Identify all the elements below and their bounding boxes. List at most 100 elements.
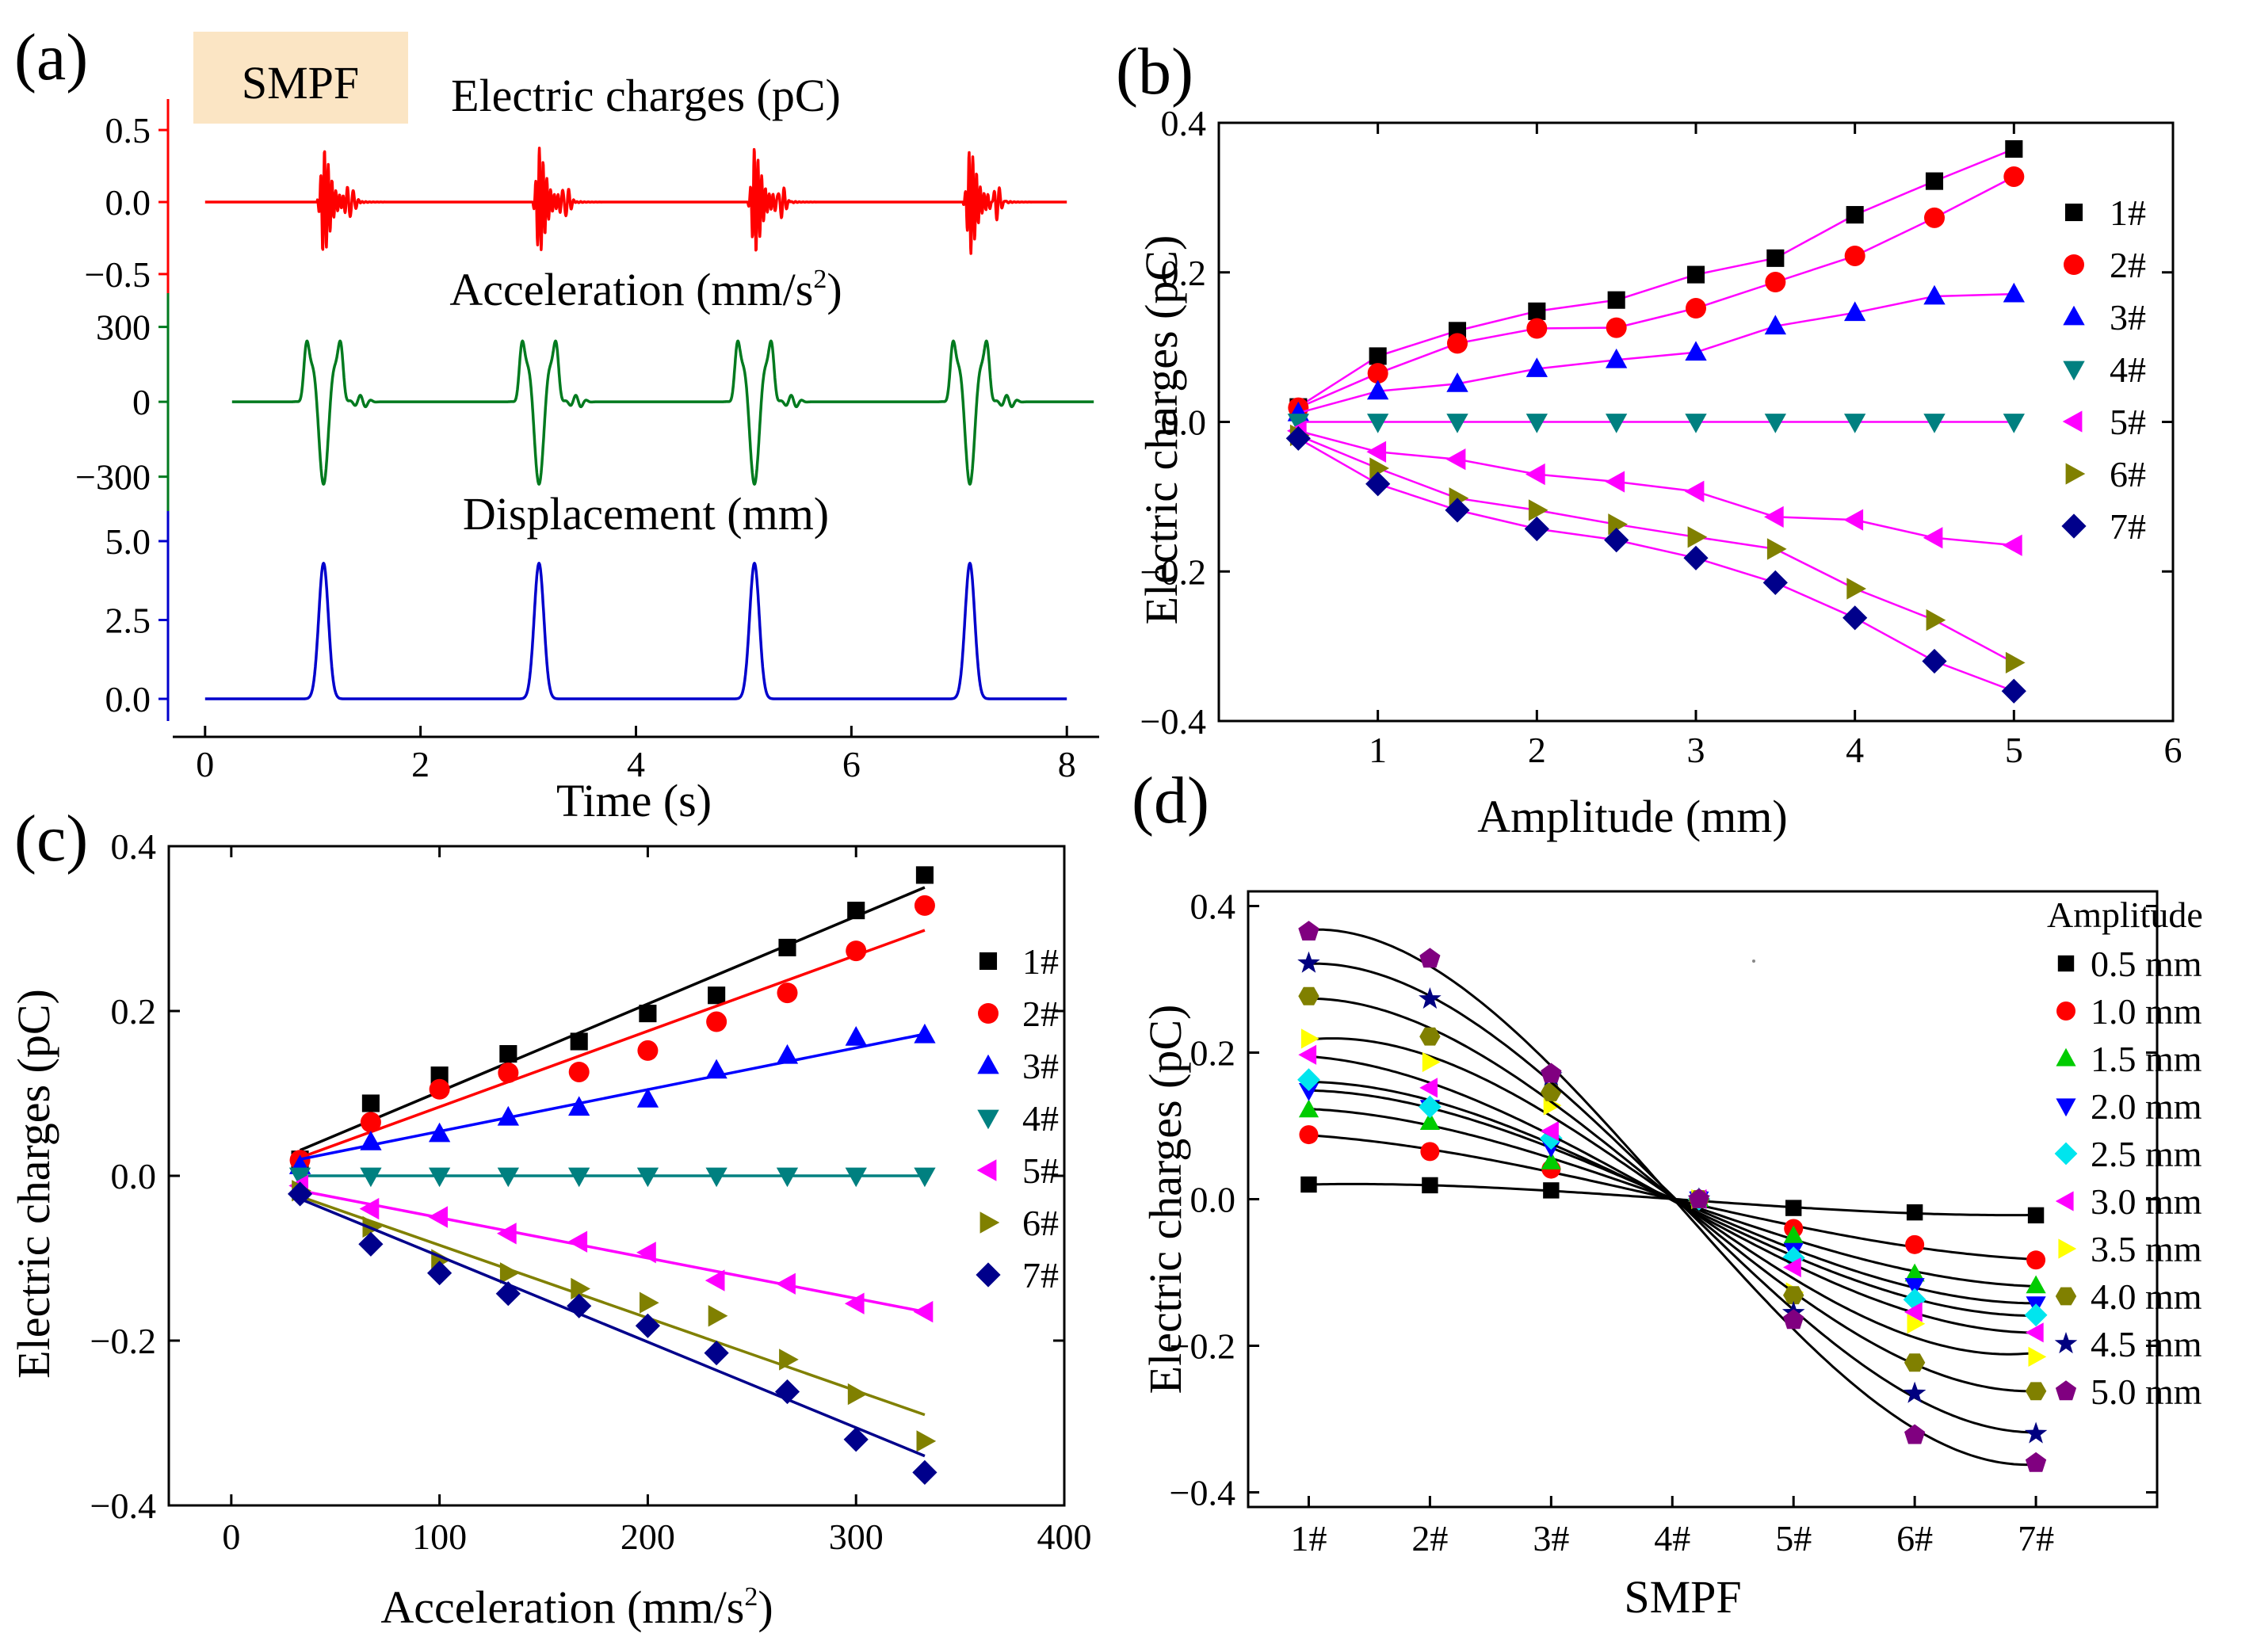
data-point xyxy=(1764,315,1786,335)
data-point xyxy=(1299,1125,1319,1145)
x-tick-label: 200 xyxy=(621,1517,675,1557)
data-point xyxy=(568,1167,590,1188)
legend-marker xyxy=(977,1054,999,1074)
data-point xyxy=(1907,1314,1926,1334)
data-point xyxy=(2028,1346,2047,1367)
data-point xyxy=(1526,414,1548,433)
data-point xyxy=(1541,1151,1561,1169)
data-point xyxy=(288,1167,311,1188)
data-point xyxy=(1445,498,1470,523)
x-tick-label: 4 xyxy=(1846,730,1864,770)
data-point xyxy=(640,1291,659,1314)
data-point xyxy=(916,1430,937,1452)
x-tick-label: 3 xyxy=(1687,730,1705,770)
x-tick-label: 0 xyxy=(196,744,214,784)
legend-label: 7# xyxy=(1022,1255,1059,1295)
data-point xyxy=(704,1341,729,1366)
legend-marker xyxy=(976,1262,1001,1288)
legend-label: 4# xyxy=(1022,1098,1059,1139)
data-point xyxy=(497,1167,519,1188)
data-point xyxy=(636,1167,659,1188)
series-6#: 6# xyxy=(1289,424,2146,673)
data-point xyxy=(1687,526,1708,548)
data-point xyxy=(914,895,935,916)
data-point xyxy=(1688,1188,1709,1208)
legend-label: 5.0 mm xyxy=(2091,1372,2202,1412)
y-axis-title: Electric charges (pC) xyxy=(1136,235,1187,625)
panel-label: (a) xyxy=(14,21,88,94)
data-point xyxy=(1903,1288,1927,1311)
legend-marker xyxy=(979,1211,1000,1234)
data-point xyxy=(358,1231,384,1257)
y-tick-label: 0.2 xyxy=(111,991,157,1032)
y-tick-label: 0.0 xyxy=(1161,403,1207,443)
data-point xyxy=(1844,414,1866,433)
data-point xyxy=(1365,471,1391,497)
legend-label: 0.5 mm xyxy=(2091,944,2202,984)
x-tick-label: 6# xyxy=(1896,1518,1933,1559)
data-point xyxy=(845,1167,867,1188)
data-point xyxy=(1367,380,1389,400)
data-point xyxy=(1765,272,1786,293)
data-point xyxy=(776,1167,799,1188)
x-tick-label: 100 xyxy=(412,1517,467,1557)
series-5#: 5# xyxy=(1287,402,2146,556)
legend-marker xyxy=(2063,361,2085,381)
data-point xyxy=(2026,1275,2046,1294)
data-point xyxy=(1764,506,1784,528)
y-tick-label: 0.2 xyxy=(1161,253,1207,293)
legend-marker xyxy=(977,1109,999,1130)
x-tick-label: 5# xyxy=(1775,1518,1812,1559)
y-tick-label: −0.4 xyxy=(90,1486,156,1526)
data-point xyxy=(1685,414,1707,433)
y-tick-label: 0.4 xyxy=(111,826,157,867)
data-point xyxy=(708,1305,728,1327)
data-point xyxy=(362,1215,383,1238)
x-tick-label: 7# xyxy=(2018,1518,2054,1559)
panel-b-amplitude-chart: 0.4 0.2 0.0 −0.2 −0.4 1 2 3 4 5 6 Amplitude (mm) Ele… xyxy=(1136,103,2182,842)
data-point xyxy=(1419,948,1441,968)
data-point xyxy=(844,1292,865,1314)
data-point xyxy=(2025,1322,2044,1343)
y-tick-label: 0.0 xyxy=(111,1156,157,1196)
data-point xyxy=(1419,1112,1440,1130)
data-point xyxy=(1762,570,1788,595)
legend-marker xyxy=(2055,1287,2077,1306)
data-point xyxy=(914,1167,936,1188)
time-axis: 0 2 4 6 8 Time (s) xyxy=(173,726,1099,826)
y-tick-label: 2.5 xyxy=(105,601,151,641)
y-tick-label: 0.4 xyxy=(1161,103,1207,143)
fit-line xyxy=(299,1197,926,1458)
data-point xyxy=(1781,1246,1805,1269)
data-point xyxy=(843,1427,869,1452)
data-point xyxy=(2005,139,2023,158)
legend-label: 1# xyxy=(2110,193,2146,233)
legend-label: 4.5 mm xyxy=(2091,1324,2202,1364)
y-tick-label: −0.4 xyxy=(1140,701,1206,742)
legend-label: 1.5 mm xyxy=(2091,1039,2202,1079)
series-line xyxy=(1297,434,2014,664)
data-point xyxy=(1905,1234,1925,1254)
y-tick-label: 0.0 xyxy=(105,679,151,719)
data-point xyxy=(1605,471,1625,493)
data-point xyxy=(845,1026,867,1046)
data-point xyxy=(637,1040,659,1061)
data-point xyxy=(1297,1068,1320,1092)
y-tick-label: −0.5 xyxy=(85,254,151,295)
x-axis-title: Time (s) xyxy=(556,775,712,826)
data-point xyxy=(776,1043,799,1064)
series-4#: 4# xyxy=(288,1098,1059,1188)
data-point xyxy=(708,986,726,1005)
data-point xyxy=(1923,527,1943,549)
data-point xyxy=(2024,1421,2048,1444)
badge-background xyxy=(193,32,408,124)
x-tick-label: 300 xyxy=(829,1517,884,1557)
data-point xyxy=(774,1379,800,1405)
legend-label: 3.0 mm xyxy=(2091,1181,2202,1222)
data-point xyxy=(1904,1278,1925,1296)
data-point xyxy=(1366,441,1387,463)
panel-a-time-series: SMPF 0.5 0.0 −0.5 Electric charges (pC) 300 0 −… xyxy=(75,32,1099,826)
legend-marker xyxy=(2065,463,2086,485)
data-point xyxy=(2003,282,2025,303)
trace-line xyxy=(231,339,1095,486)
